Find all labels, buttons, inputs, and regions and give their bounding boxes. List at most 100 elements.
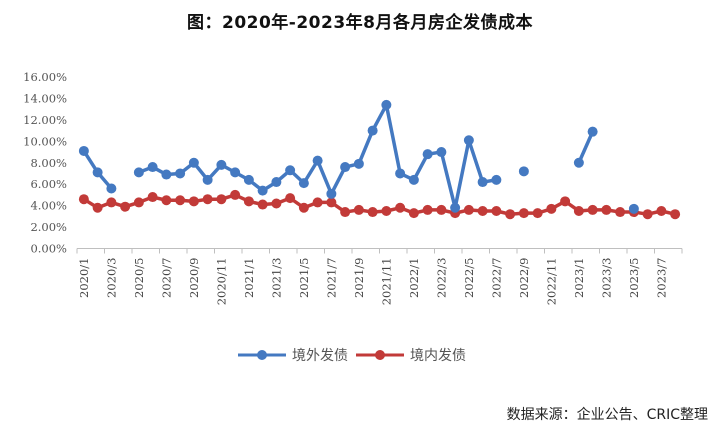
data-point [546,203,557,214]
data-point [477,205,488,216]
data-point [188,157,199,168]
y-tick-label: 2.00% [30,220,67,234]
x-tick-label: 2022/11 [544,258,558,306]
legend-item-domestic: 境内发债 [356,345,466,365]
data-point [422,149,433,160]
data-point [243,174,254,185]
data-point [285,193,296,204]
y-tick-label: 0.00% [30,242,67,256]
x-tick-label: 2020/7 [159,258,173,298]
data-point [381,205,392,216]
data-point [587,204,598,215]
y-tick-label: 16.00% [23,70,67,84]
x-tick-label: 2020/9 [187,258,201,298]
data-point [271,198,282,209]
data-point [216,194,227,205]
data-point [367,207,378,218]
data-point [271,177,282,188]
data-point [257,185,268,196]
data-point [436,204,447,215]
data-point [120,201,131,212]
x-tick-label: 2021/5 [297,258,311,298]
data-point [491,205,502,216]
data-point [353,204,364,215]
legend-item-overseas: 境外发债 [238,345,348,365]
data-point [133,197,144,208]
data-point [560,196,571,207]
legend-line-marker-red-icon [356,350,404,360]
x-tick-label: 2022/5 [462,258,476,298]
data-point [285,165,296,176]
data-point [601,204,612,215]
x-tick-label: 2020/1 [77,258,91,298]
x-tick-label: 2020/11 [214,258,228,306]
data-point [92,202,103,213]
data-point [450,202,461,213]
data-point [505,209,516,220]
data-point [463,204,474,215]
y-tick-label: 4.00% [30,199,67,213]
y-tick-label: 8.00% [30,156,67,170]
y-tick-label: 6.00% [30,177,67,191]
y-axis: 0.00% 2.00% 4.00% 6.00% 8.00% 10.00% 12.00% 14.… [23,70,67,256]
data-point [230,167,241,178]
data-point [147,162,158,173]
data-point [202,174,213,185]
data-point [202,194,213,205]
data-point [175,168,186,179]
data-point [326,197,337,208]
y-tick-label: 10.00% [23,134,67,148]
data-point [340,162,351,173]
x-tick-label: 2021/1 [242,258,256,298]
x-tick-label: 2021/7 [324,258,338,298]
data-point [422,204,433,215]
data-point [92,167,103,178]
x-tick-label: 2023/7 [654,258,668,298]
data-point [436,147,447,158]
legend-label-overseas: 境外发债 [292,348,348,364]
legend-line-marker-blue-icon [238,350,286,360]
data-point [395,202,406,213]
data-source-note: 数据来源：企业公告、CRIC整理 [506,407,708,423]
line-chart: 0.00% 2.00% 4.00% 6.00% 8.00% 10.00% 12.00% 14.… [23,70,683,306]
x-tick-label: 2021/9 [352,258,366,298]
data-point [615,207,626,218]
x-tick-label: 2023/1 [572,258,586,298]
legend: 境外发债 境内发债 [238,345,474,365]
data-point [312,155,323,166]
data-point [298,202,309,213]
x-tick-label: 2022/9 [517,258,531,298]
data-point [106,183,117,194]
data-point [257,199,268,210]
x-tick-label: 2022/3 [434,258,448,298]
data-point [353,158,364,169]
data-point [216,159,227,170]
data-point [628,203,639,214]
y-tick-label: 14.00% [23,91,67,105]
data-point [161,169,172,180]
data-point [175,195,186,206]
series-domestic [78,189,681,220]
x-tick-label: 2021/3 [269,258,283,298]
data-point [133,167,144,178]
data-point [298,178,309,189]
data-point [491,174,502,185]
data-point [395,168,406,179]
legend-label-domestic: 境内发债 [410,348,466,364]
data-point [518,208,529,219]
data-point [670,209,681,220]
data-point [532,208,543,219]
data-point [161,195,172,206]
data-point [381,99,392,110]
x-tick-label: 2023/5 [627,258,641,298]
x-axis: 2020/1 2020/3 2020/5 2020/7 2020/9 2020/11 202… [76,248,683,306]
series-overseas [78,99,639,214]
data-point [477,177,488,188]
x-tick-label: 2020/3 [104,258,118,298]
chart-title: 图：2020年-2023年8月各月房企发债成本 [186,13,533,33]
data-point [408,174,419,185]
x-tick-label: 2023/3 [599,258,613,298]
data-point [78,194,89,205]
data-point [106,197,117,208]
data-point [656,205,667,216]
